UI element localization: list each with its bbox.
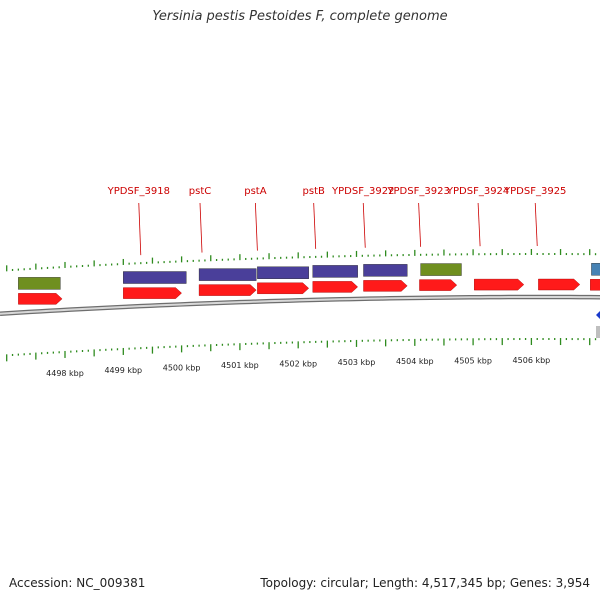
kbp-tick-label: 4498 kbp — [46, 369, 84, 378]
kbp-scale-labels: 4498 kbp 4499 kbp 4500 kbp 4501 kbp 4502 kbp… — [46, 356, 550, 378]
cds-arrow[interactable] — [312, 281, 358, 293]
cds-feature-track — [18, 278, 600, 305]
cog-feature-box[interactable] — [312, 265, 358, 278]
gene-label[interactable]: pstA — [244, 186, 266, 197]
kbp-tick-label: 4504 kbp — [396, 357, 434, 366]
gene-label[interactable]: pstC — [189, 186, 211, 197]
gene-label[interactable]: pstB — [303, 186, 325, 197]
cog-feature-track — [18, 263, 600, 290]
accession-text: Accession: NC_009381 — [9, 576, 146, 590]
kbp-tick-label: 4501 kbp — [221, 361, 259, 370]
gene-label-leader — [199, 202, 203, 253]
gene-label-leader — [362, 202, 366, 248]
gene-label-leader — [534, 202, 538, 247]
gene-label-leader — [254, 202, 258, 251]
gene-label-leader — [418, 202, 422, 247]
outer-tick-ring — [6, 249, 597, 272]
gene-label-leader — [477, 202, 481, 247]
cds-arrow[interactable] — [590, 279, 600, 291]
cds-arrow[interactable] — [257, 282, 309, 294]
diamond-marker — [596, 311, 600, 319]
position-marker-icon — [596, 311, 600, 338]
kbp-tick-label: 4499 kbp — [104, 366, 142, 375]
cog-feature-box[interactable] — [123, 271, 187, 284]
cog-feature-box[interactable] — [257, 266, 309, 279]
gene-label[interactable]: YPDSF_3925 — [503, 186, 566, 197]
cog-feature-box[interactable] — [363, 264, 408, 277]
kbp-tick-label: 4505 kbp — [454, 356, 492, 365]
genome-summary-text: Topology: circular; Length: 4,517,345 bp… — [260, 576, 590, 590]
cds-arrow[interactable] — [474, 278, 525, 291]
gene-label[interactable]: YPDSF_3924 — [446, 186, 509, 197]
inner-tick-ring — [6, 338, 597, 362]
backbone-highlight — [0, 295, 600, 315]
kbp-tick-label: 4506 kbp — [513, 356, 551, 365]
cds-arrow[interactable] — [198, 284, 257, 296]
cog-feature-box[interactable] — [18, 277, 61, 290]
gene-label-track: YPDSF_3918 pstC pstA pstB YPDSF_3922YPDSF_39… — [107, 186, 566, 256]
cog-feature-box[interactable] — [420, 263, 462, 276]
map-title: Yersinia pestis Pestoides F, complete ge… — [152, 9, 448, 24]
backbone-ring — [0, 294, 600, 316]
cog-feature-box[interactable] — [198, 268, 257, 281]
cds-arrow[interactable] — [18, 293, 63, 305]
grey-marker-box — [596, 326, 600, 338]
gene-label[interactable]: YPDSF_3923 — [386, 186, 449, 197]
cds-arrow[interactable] — [538, 278, 581, 291]
cds-arrow[interactable] — [123, 287, 182, 299]
cds-arrow[interactable] — [363, 280, 408, 292]
gene-label[interactable]: YPDSF_3918 — [107, 186, 170, 197]
gene-label[interactable]: YPDSF_3922 — [331, 186, 394, 197]
kbp-tick-label: 4500 kbp — [163, 363, 201, 372]
cog-feature-box[interactable] — [591, 263, 600, 276]
kbp-tick-label: 4503 kbp — [338, 358, 376, 367]
gene-label-leader — [313, 202, 317, 249]
kbp-tick-label: 4502 kbp — [279, 359, 317, 368]
gene-label-leader — [138, 202, 142, 256]
cds-arrow[interactable] — [419, 279, 458, 291]
